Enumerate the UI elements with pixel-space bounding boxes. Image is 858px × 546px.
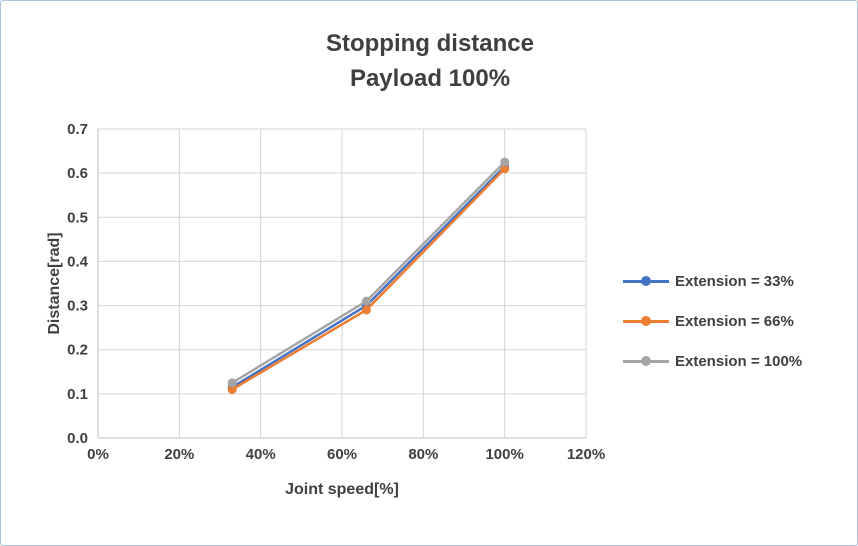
legend: Extension = 33% Extension = 66% Extensio… — [623, 261, 802, 381]
x-tick-label: 120% — [567, 446, 605, 463]
y-tick-label: 0.5 — [67, 209, 88, 226]
legend-item: Extension = 66% — [623, 301, 802, 341]
series-marker — [361, 296, 371, 306]
y-tick-label: 0.4 — [67, 253, 89, 270]
legend-dot-icon — [641, 355, 651, 366]
x-tick-label: 0% — [87, 446, 109, 463]
legend-dot-icon — [641, 275, 651, 286]
y-tick-label: 0.0 — [67, 430, 88, 447]
y-tick-label: 0.2 — [67, 342, 88, 359]
legend-label: Extension = 66% — [675, 312, 794, 330]
legend-label: Extension = 33% — [675, 272, 794, 290]
x-tick-label: 20% — [164, 446, 194, 463]
y-tick-label: 0.6 — [67, 165, 88, 182]
series-line — [231, 165, 506, 389]
x-tick-label: 100% — [485, 446, 523, 463]
legend-line-marker-icon — [623, 275, 669, 287]
series-marker — [227, 378, 237, 388]
legend-label: Extension = 100% — [675, 352, 803, 370]
legend-item: Extension = 100% — [623, 341, 802, 381]
y-tick-label: 0.7 — [67, 121, 88, 138]
series-marker — [361, 305, 371, 315]
x-tick-label: 80% — [408, 446, 438, 463]
legend-dot-icon — [641, 315, 651, 326]
series-marker — [500, 157, 510, 167]
series-marker — [500, 164, 510, 174]
x-tick-label: 60% — [327, 446, 357, 463]
y-tick-label: 0.1 — [67, 386, 88, 403]
series-marker — [227, 384, 237, 394]
legend-line-marker-icon — [623, 355, 669, 367]
x-tick-label: 40% — [246, 446, 276, 463]
x-axis-title: Joint speed[%] — [285, 481, 399, 498]
y-axis-title: Distance[rad] — [46, 232, 63, 334]
legend-item: Extension = 33% — [623, 261, 802, 301]
y-tick-label: 0.3 — [67, 298, 88, 315]
legend-line-marker-icon — [623, 315, 669, 327]
